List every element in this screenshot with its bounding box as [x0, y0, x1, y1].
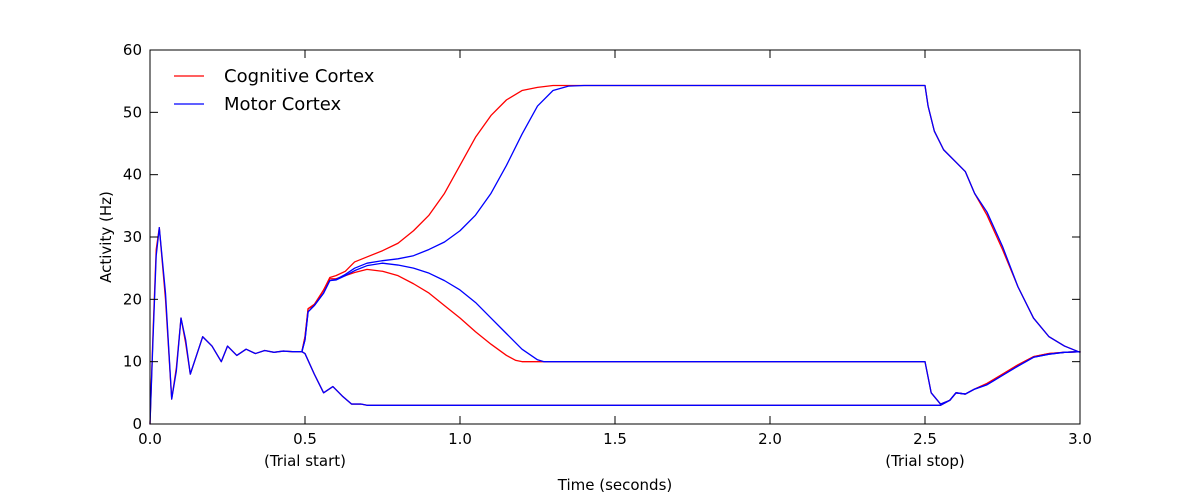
annotations-layer: (Trial start) (Trial stop)	[264, 452, 965, 470]
legend-label: Motor Cortex	[224, 94, 342, 115]
y-tick-label: 10	[123, 353, 142, 371]
x-tick-label: 1.5	[603, 430, 627, 448]
y-tick-label: 30	[123, 228, 142, 246]
x-tick-label: 2.5	[913, 430, 937, 448]
legend: Cognitive Cortex Motor Cortex	[174, 66, 375, 115]
x-tick-label: 3.0	[1068, 430, 1092, 448]
annotation-label: (Trial stop)	[885, 452, 965, 470]
series-layer	[149, 84, 1081, 425]
series-line-5	[301, 351, 1081, 406]
y-tick-label: 0	[132, 415, 142, 433]
y-tick-label: 50	[123, 103, 142, 121]
y-tick-label: 60	[123, 41, 142, 59]
legend-label: Cognitive Cortex	[224, 66, 375, 87]
series-line-3	[149, 84, 1081, 425]
x-tick-label: 1.0	[448, 430, 472, 448]
y-tick-label: 20	[123, 290, 142, 308]
y-tick-label: 40	[123, 166, 142, 184]
x-tick-label: 2.0	[758, 430, 782, 448]
annotation-label: (Trial start)	[264, 452, 346, 470]
y-axis-label: Activity (Hz)	[97, 191, 115, 283]
x-tick-label: 0.5	[293, 430, 317, 448]
x-tick-label: 0.0	[138, 430, 162, 448]
ticks-layer: 0.0 0.5 1.0 1.5 2.0 2.5 3.0 0 10 20 30 40 50 60	[123, 41, 1092, 448]
x-axis-label: Time (seconds)	[557, 476, 673, 494]
